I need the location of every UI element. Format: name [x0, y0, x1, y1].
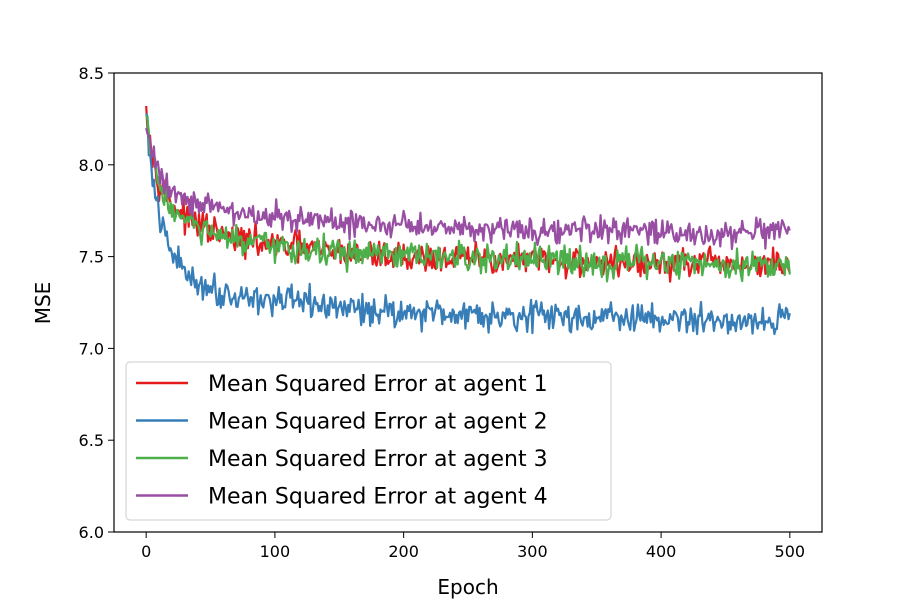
- x-tick-label: 400: [646, 542, 677, 561]
- y-tick-label: 6.0: [79, 523, 104, 542]
- y-tick-label: 6.5: [79, 431, 104, 450]
- plot-area-frame: [113, 72, 823, 533]
- x-tick-label: 500: [775, 542, 806, 561]
- legend-label-1: Mean Squared Error at agent 1: [208, 372, 548, 397]
- series-line-3: [145, 114, 791, 283]
- legend-box: [125, 361, 612, 521]
- x-tick-label: 200: [388, 542, 419, 561]
- y-axis-label: MSE: [31, 282, 55, 325]
- x-tick-label: 300: [517, 542, 548, 561]
- x-tick-label: 0: [141, 542, 151, 561]
- series-line-4: [145, 127, 791, 251]
- x-tick-label: 100: [260, 542, 291, 561]
- y-axis: 6.0 6.5 7.0 7.5 8.0 8.5: [79, 64, 114, 542]
- y-tick-label: 7.0: [79, 339, 104, 358]
- y-tick-label: 8.0: [79, 156, 104, 175]
- legend-label-2: Mean Squared Error at agent 2: [208, 410, 548, 435]
- x-axis: 0 100 200 300 400 500: [141, 532, 805, 561]
- series-line-2: [145, 113, 791, 336]
- legend-label-3: Mean Squared Error at agent 3: [208, 447, 548, 472]
- y-tick-label: 7.5: [79, 248, 104, 267]
- plot-lines: [145, 105, 791, 336]
- x-axis-label: Epoch: [437, 575, 498, 599]
- legend: Mean Squared Error at agent 1 Mean Square…: [125, 361, 612, 521]
- y-tick-label: 8.5: [79, 64, 104, 83]
- legend-label-4: Mean Squared Error at agent 4: [208, 485, 548, 510]
